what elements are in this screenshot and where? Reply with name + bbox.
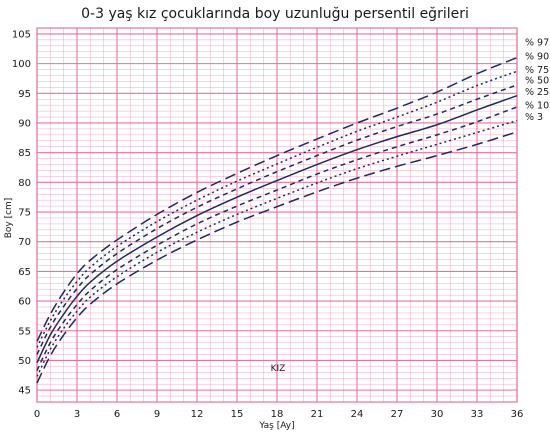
series-label-p97: % 97	[525, 38, 549, 49]
x-tick-label: 9	[154, 409, 160, 420]
y-tick-label: 85	[18, 148, 31, 159]
series-label-p3: % 3	[525, 112, 543, 123]
x-tick-label: 0	[34, 409, 40, 420]
x-tick-label: 30	[431, 409, 444, 420]
y-tick-label: 95	[18, 89, 31, 100]
chart-annotation: KIZ	[271, 364, 286, 374]
x-tick-label: 6	[114, 409, 120, 420]
series-line-p25	[36, 106, 518, 371]
series-line-p50	[36, 94, 518, 364]
grid-major	[36, 28, 518, 402]
y-tick-label: 90	[18, 118, 31, 129]
series-line-p75	[36, 84, 518, 355]
x-tick-label: 27	[391, 409, 404, 420]
series-label-p25: % 25	[525, 87, 549, 98]
y-tick-label: 75	[18, 208, 31, 219]
y-tick-label: 45	[18, 386, 31, 397]
y-tick-label: 60	[18, 297, 31, 308]
series-line-p3	[36, 131, 518, 384]
x-axis-label: Yaş [Ay]	[258, 421, 294, 431]
y-tick-label: 65	[18, 267, 31, 278]
series-label-p10: % 10	[525, 101, 549, 112]
y-tick-labels: 45 50 55 60 65 70 75 80 85 90 95 100 105	[12, 29, 31, 396]
x-tick-label: 18	[271, 409, 284, 420]
y-axis-label: Boy [cm]	[4, 198, 14, 239]
series-line-p10	[36, 119, 518, 377]
y-tick-label: 55	[18, 326, 31, 337]
x-tick-label: 33	[471, 409, 484, 420]
x-tick-label: 21	[311, 409, 324, 420]
series-label-p75: % 75	[525, 65, 549, 76]
y-tick-label: 70	[18, 237, 31, 248]
series-line-p97	[36, 56, 518, 342]
chart-title: 0-3 yaş kız çocuklarında boy uzunluğu pe…	[81, 6, 469, 22]
y-tick-label: 50	[18, 356, 31, 367]
y-tick-label: 80	[18, 178, 31, 189]
series-label-p90: % 90	[525, 51, 549, 62]
x-tick-label: 36	[511, 409, 524, 420]
series-label-p50: % 50	[525, 76, 549, 87]
series-lines	[36, 56, 518, 384]
plot-frame	[36, 27, 518, 403]
y-tick-label: 100	[12, 59, 31, 70]
series-labels: % 97 % 90 % 75% 50% 25 % 10% 3	[525, 38, 549, 123]
series-line-p90	[36, 70, 518, 348]
x-tick-label: 24	[351, 409, 364, 420]
x-tick-label: 12	[191, 409, 204, 420]
x-tick-label: 15	[231, 409, 244, 420]
x-tick-labels: 0 3 6 9 12 15 18 21 24 27 30 33 36	[34, 409, 524, 420]
y-tick-label: 105	[12, 29, 31, 40]
x-tick-label: 3	[74, 409, 80, 420]
